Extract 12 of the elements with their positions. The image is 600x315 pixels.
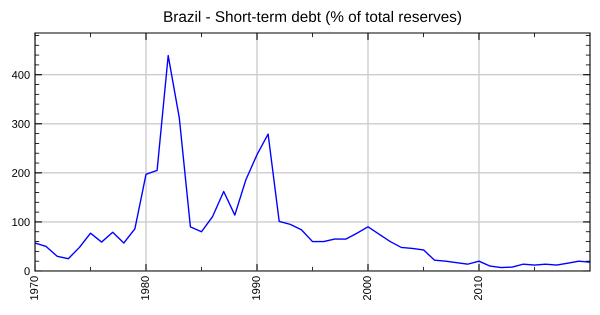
x-tick-label: 2000 [363, 276, 371, 300]
y-tick-label: 0 [24, 267, 30, 276]
x-tick-label: 2010 [474, 276, 482, 300]
chart-title: Brazil - Short-term debt (% of total reserves) [164, 10, 461, 26]
y-tick-label: 200 [12, 169, 30, 177]
line-series [35, 54, 590, 268]
x-tick-label: 1970 [30, 276, 38, 300]
y-tick-label: 300 [12, 120, 30, 128]
x-tick-label: 1980 [141, 276, 149, 300]
y-tick-label: 100 [12, 218, 30, 226]
y-tick-label: 400 [12, 70, 30, 79]
x-tick-label: 1990 [252, 276, 260, 300]
